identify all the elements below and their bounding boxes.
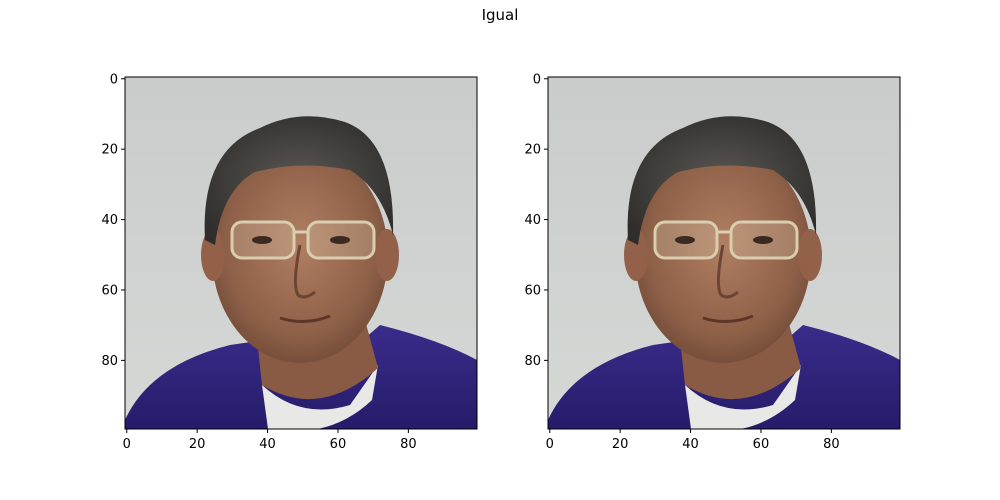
- x-tick-label: 0: [546, 437, 554, 452]
- y-tick-label: 60: [101, 283, 118, 298]
- right-axes: 0 20 40 60 80 0 20 40 60 80: [524, 72, 839, 452]
- x-tick-label: 60: [330, 437, 347, 452]
- x-tick-label: 80: [823, 437, 840, 452]
- y-tick-label: 60: [524, 283, 541, 298]
- y-tick-label: 40: [101, 213, 118, 228]
- y-tick-label: 0: [533, 72, 541, 87]
- y-tick-label: 20: [524, 143, 541, 158]
- left-axes: 0 20 40 60 80 0 20 40 60 80: [101, 72, 416, 452]
- x-tick-label: 0: [123, 437, 131, 452]
- x-tick-label: 40: [259, 437, 276, 452]
- left-photo: [124, 76, 478, 430]
- figure-title: Igual: [481, 6, 519, 24]
- x-tick-label: 80: [400, 437, 417, 452]
- y-tick-label: 80: [524, 354, 541, 369]
- y-tick-label: 40: [524, 213, 541, 228]
- x-tick-label: 20: [612, 437, 629, 452]
- x-tick-label: 60: [753, 437, 770, 452]
- x-tick-label: 20: [189, 437, 206, 452]
- y-tick-label: 0: [110, 72, 118, 87]
- y-tick-label: 20: [101, 143, 118, 158]
- right-photo: [547, 76, 901, 430]
- y-tick-label: 80: [101, 354, 118, 369]
- x-tick-label: 40: [682, 437, 699, 452]
